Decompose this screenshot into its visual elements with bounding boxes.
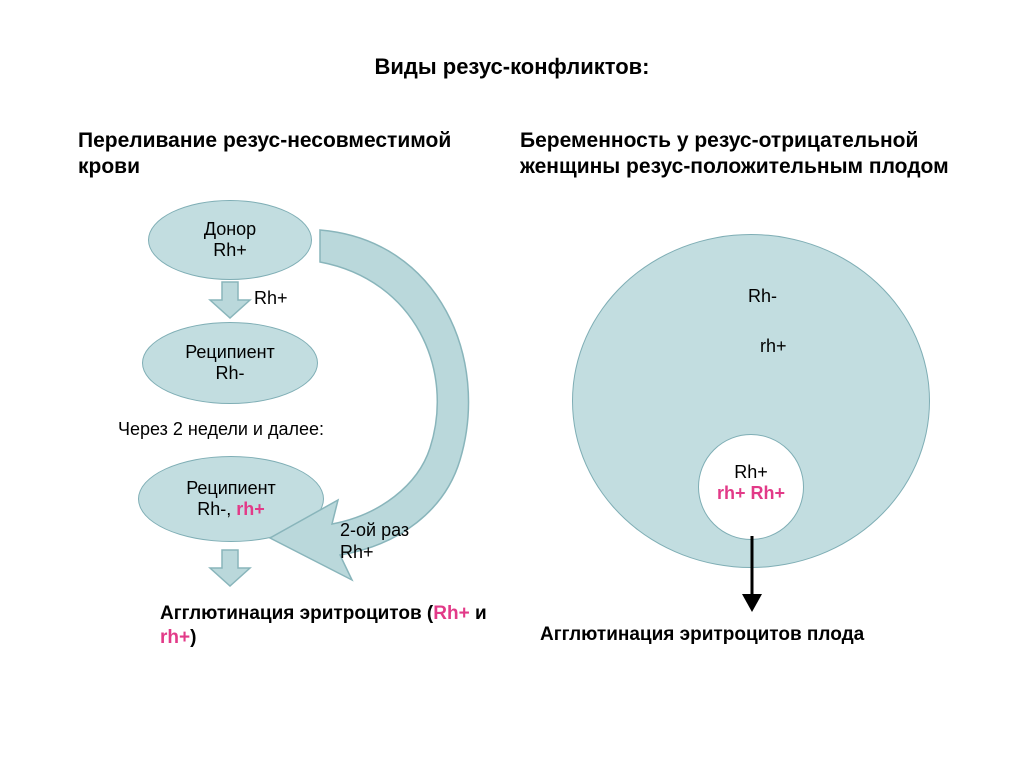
fetus-outer-label: rh+ — [760, 336, 787, 357]
small-arrow-1 — [210, 282, 250, 322]
left-heading: Переливание резус-несовместимой крови — [78, 128, 478, 181]
curved-label-line2: Rh+ — [340, 542, 374, 562]
curved-arrow — [280, 200, 510, 570]
left-result-text: Агглютинация эритроцитов ( — [160, 603, 433, 624]
left-heading-text: Переливание резус-несовместимой крови — [78, 129, 451, 178]
small-arrow-2 — [210, 550, 250, 590]
left-result-rh1: Rh+ — [433, 603, 469, 624]
fetus-inner-top: Rh+ — [734, 462, 768, 482]
recipient1-text: Реципиент Rh- — [185, 342, 275, 383]
right-result: Агглютинация эритроцитов плода — [540, 624, 980, 646]
recipient1-line1: Реципиент — [185, 342, 275, 362]
recipient2-line2b: rh+ — [236, 499, 265, 519]
mother-label-text: Rh- — [748, 286, 777, 306]
right-heading-text: Беременность у резус-отрицательной женщи… — [520, 129, 949, 178]
right-result-text: Агглютинация эритроцитов плода — [540, 624, 864, 645]
left-result-end: ) — [190, 627, 196, 648]
fetus-outer-label-text: rh+ — [760, 336, 787, 356]
donor-text: Донор Rh+ — [204, 219, 256, 260]
title-text: Виды резус-конфликтов: — [374, 54, 649, 79]
left-result-mid: и — [470, 603, 487, 624]
curved-label-line1: 2-ой раз — [340, 520, 409, 540]
right-heading: Беременность у резус-отрицательной женщи… — [520, 128, 1000, 181]
recipient1-line2: Rh- — [215, 363, 244, 383]
recipient2-line1: Реципиент — [186, 478, 276, 498]
left-result: Агглютинация эритроцитов (Rh+ и rh+) — [160, 602, 500, 650]
mother-label: Rh- — [748, 286, 777, 307]
left-result-rh2: rh+ — [160, 627, 190, 648]
recipient2-line2a: Rh-, — [197, 499, 236, 519]
fetus-arrow — [740, 536, 764, 616]
curved-arrow-label: 2-ой раз Rh+ — [340, 520, 409, 563]
fetus-inner-text: Rh+ rh+ Rh+ — [698, 462, 804, 503]
donor-line1: Донор — [204, 219, 256, 239]
donor-line2: Rh+ — [213, 240, 247, 260]
page-title: Виды резус-конфликтов: — [0, 54, 1024, 80]
recipient2-text: Реципиент Rh-, rh+ — [186, 478, 276, 519]
fetus-inner-bottom: rh+ Rh+ — [717, 483, 785, 503]
